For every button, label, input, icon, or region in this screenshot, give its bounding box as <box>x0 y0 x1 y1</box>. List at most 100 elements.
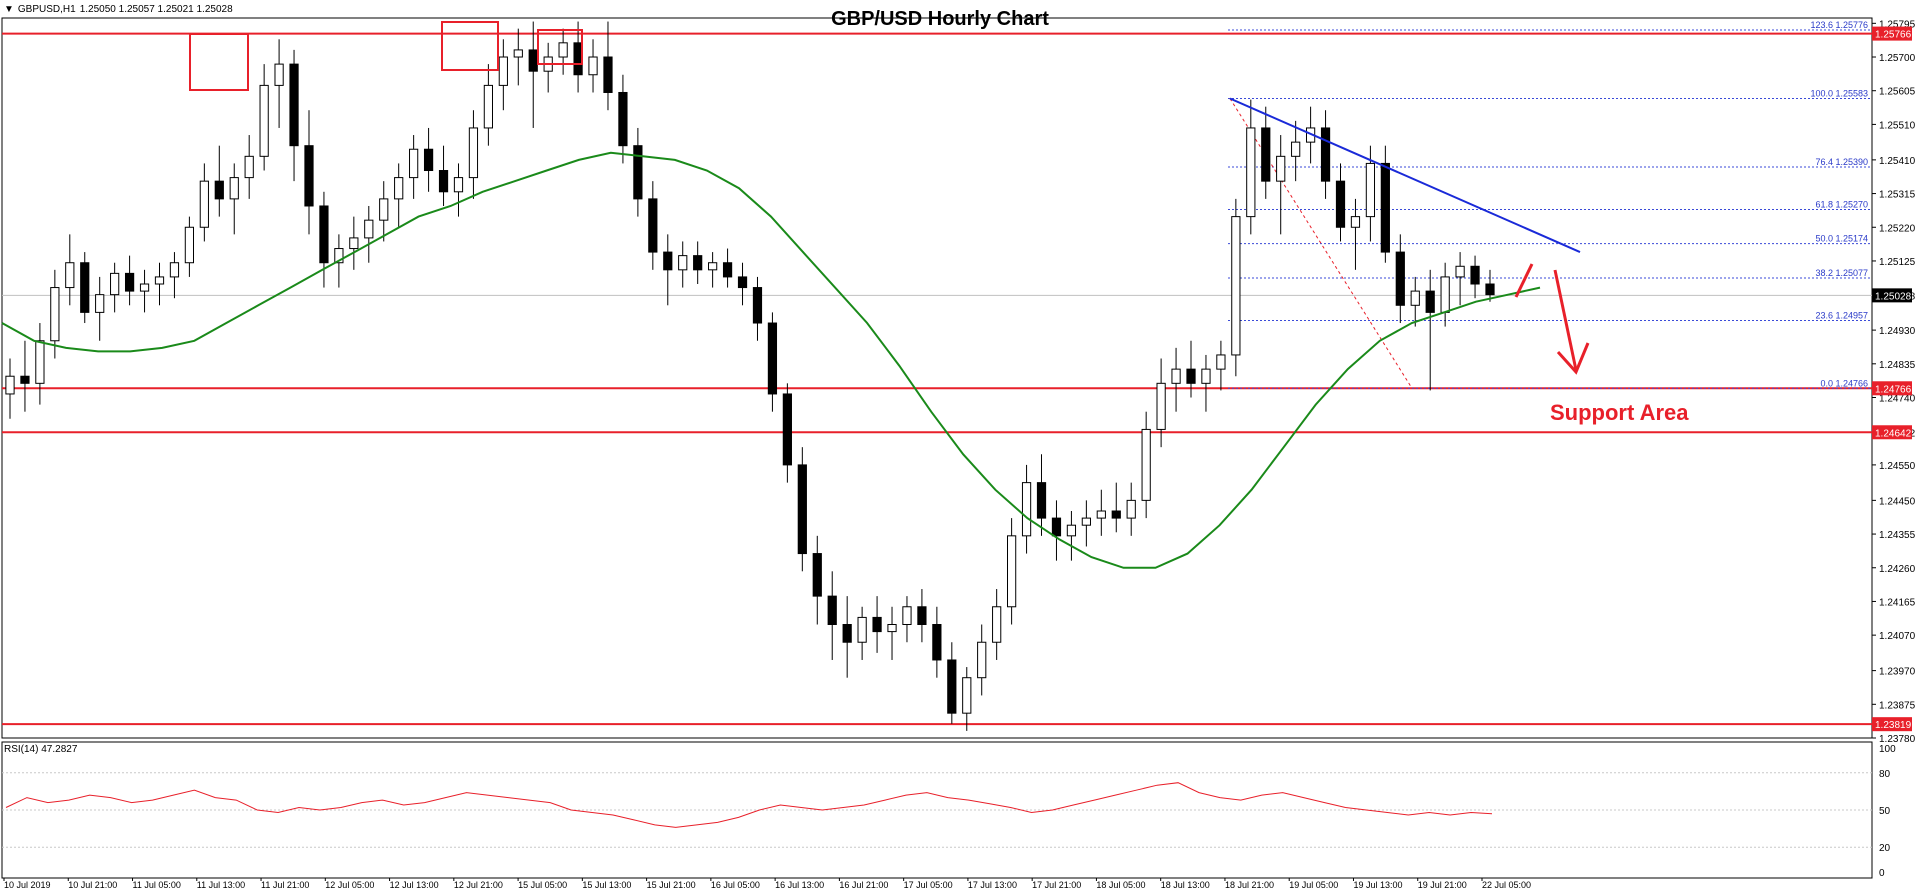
candle-body <box>1261 127 1271 182</box>
ohlc-values: 1.25050 1.25057 1.25021 1.25028 <box>79 4 233 15</box>
y-axis-tick-label: 1.24835 <box>1879 360 1916 371</box>
candle-body <box>752 287 763 324</box>
candle-body <box>663 251 673 271</box>
price-tag-label: 1.24642 <box>1875 428 1912 439</box>
price-tag-box <box>1872 288 1912 303</box>
resistance-highlight-box <box>189 33 249 91</box>
candle-body <box>274 63 284 86</box>
rsi-tick-label: 80 <box>1879 769 1891 780</box>
candle-body <box>409 148 419 179</box>
candle-body <box>1291 141 1301 157</box>
candle-body <box>902 606 912 626</box>
y-axis-tick-label: 1.25220 <box>1879 223 1916 234</box>
candle-body <box>50 287 60 342</box>
fib-level-label: 23.6 1.24957 <box>1815 311 1868 321</box>
candle-body <box>782 393 792 466</box>
x-axis-tick-label: 12 Jul 05:00 <box>325 880 374 890</box>
y-axis-tick-label: 1.25315 <box>1879 190 1916 201</box>
candle-body <box>394 177 404 200</box>
candle-body <box>872 616 882 633</box>
candle-body <box>1036 482 1047 519</box>
x-axis-tick-label: 19 Jul 05:00 <box>1289 880 1338 890</box>
candle-body <box>289 63 299 147</box>
y-axis-tick-label: 1.25795 <box>1879 19 1916 30</box>
candle-body <box>558 42 568 58</box>
fib-level-label: 50.0 1.25174 <box>1815 234 1868 244</box>
price-tag-label: 1.25766 <box>1875 30 1912 41</box>
candle-body <box>20 375 30 384</box>
candle-body <box>1171 368 1181 384</box>
fib-level-label: 100.0 1.25583 <box>1810 89 1868 99</box>
candle-body <box>259 84 269 157</box>
candle-body <box>438 170 449 193</box>
x-axis-tick-label: 16 Jul 21:00 <box>839 880 888 890</box>
candle-body <box>334 248 344 264</box>
candle-body <box>962 677 972 714</box>
candle-body <box>992 606 1002 643</box>
fib-level-label: 123.6 1.25776 <box>1810 20 1868 30</box>
candle-body <box>767 322 778 395</box>
candle-body <box>1021 482 1032 537</box>
x-axis-tick-label: 18 Jul 13:00 <box>1161 880 1210 890</box>
candle-body <box>633 145 643 200</box>
resistance-highlight-box <box>537 29 583 65</box>
price-tag-label: 1.24766 <box>1875 384 1912 395</box>
candle-body <box>1007 535 1017 608</box>
chart-header: ▼ GBPUSD,H1 1.25050 1.25057 1.25021 1.25… <box>4 4 233 15</box>
y-axis-tick-label: 1.23970 <box>1879 667 1916 678</box>
candle-body <box>737 276 748 289</box>
x-axis-tick-label: 10 Jul 2019 <box>4 880 51 890</box>
fib-level-label: 76.4 1.25390 <box>1815 157 1868 167</box>
candle-body <box>618 91 628 147</box>
candle-body <box>1216 354 1226 370</box>
candle-body <box>1485 283 1495 296</box>
rsi-line <box>5 782 1493 828</box>
x-axis-tick-label: 12 Jul 13:00 <box>390 880 439 890</box>
x-axis-tick-label: 15 Jul 21:00 <box>647 880 696 890</box>
x-axis-tick-label: 11 Jul 13:00 <box>197 880 245 890</box>
x-axis-tick-label: 16 Jul 05:00 <box>711 880 760 890</box>
x-axis-tick-label: 15 Jul 05:00 <box>518 880 567 890</box>
x-axis-tick-label: 12 Jul 21:00 <box>454 880 503 890</box>
candle-body <box>1141 428 1151 501</box>
y-axis-tick-label: 1.25510 <box>1879 120 1916 131</box>
dropdown-arrow-icon[interactable]: ▼ <box>4 4 14 15</box>
y-axis-tick-label: 1.24740 <box>1879 394 1916 405</box>
candle-body <box>693 255 703 271</box>
candle-body <box>498 56 508 86</box>
candle-body <box>1410 290 1420 306</box>
candle-body <box>364 219 374 239</box>
candle-body <box>319 205 329 264</box>
y-axis-tick-label: 1.24260 <box>1879 564 1916 575</box>
candle-body <box>977 641 987 679</box>
candle-body <box>1156 382 1166 430</box>
y-axis-tick-label: 1.24355 <box>1879 530 1916 541</box>
price-tag-box <box>1872 381 1912 396</box>
candle-body <box>1335 180 1346 228</box>
y-axis-tick-label: 1.24070 <box>1879 631 1916 642</box>
candle-body <box>65 262 75 289</box>
candle-body <box>1246 127 1256 218</box>
x-axis-tick-label: 19 Jul 13:00 <box>1353 880 1402 890</box>
candle-body <box>947 659 957 714</box>
candle-body <box>95 294 105 313</box>
y-axis-tick-label: 1.23875 <box>1879 700 1916 711</box>
candle-body <box>528 49 538 72</box>
candle-body <box>513 49 523 58</box>
candle-body <box>708 262 718 271</box>
candle-body <box>124 272 135 292</box>
candle-body <box>1440 276 1450 313</box>
candle-body <box>1455 265 1465 278</box>
arrow-head-icon <box>1556 342 1590 375</box>
candle-body <box>1081 517 1091 526</box>
y-axis-tick-label: 1.25605 <box>1879 87 1916 98</box>
candle-body <box>1051 517 1062 537</box>
candle-body <box>917 606 927 626</box>
candle-body <box>184 226 195 264</box>
main-panel-frame <box>1 17 1873 739</box>
candle-body <box>244 155 254 179</box>
candle-body <box>483 84 493 129</box>
candle-body <box>603 56 613 93</box>
candle-body <box>35 340 45 384</box>
candle-body <box>199 180 209 228</box>
